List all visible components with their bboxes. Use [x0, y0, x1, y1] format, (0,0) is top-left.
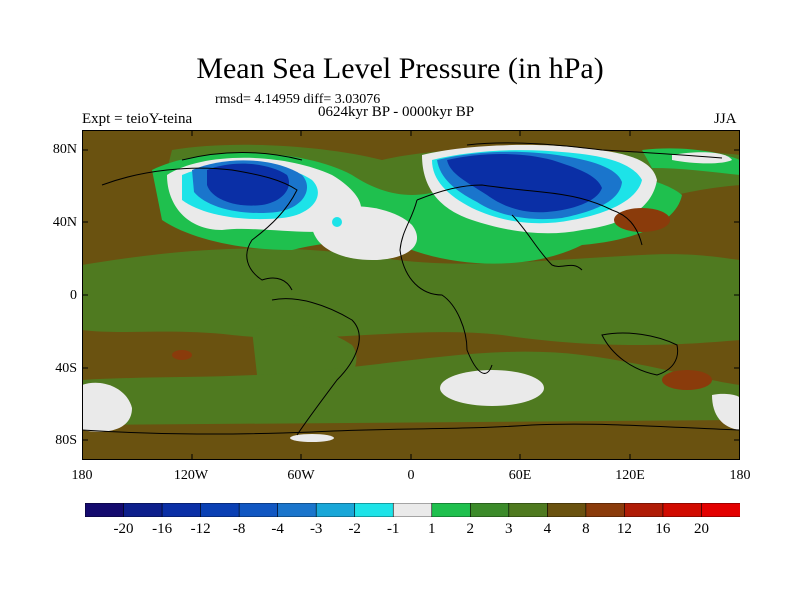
colorbar-tick-label: -12	[190, 521, 211, 537]
lat-label-40s: 40S	[55, 361, 77, 376]
colorbar-swatch	[508, 503, 548, 517]
colorbar-swatch	[431, 503, 471, 517]
field-neutral-south-indian	[440, 370, 544, 406]
colorbar-swatch	[161, 503, 202, 517]
map-title: Mean Sea Level Pressure (in hPa)	[196, 52, 604, 85]
colorbar-tick-label: 2	[466, 521, 475, 537]
field-band-positive	[82, 248, 740, 345]
colorbar-tick-label: -16	[152, 521, 173, 537]
lon-label-0: 0	[407, 468, 415, 483]
colorbar-tick-label: -8	[232, 521, 246, 537]
colorbar-swatch	[238, 503, 279, 517]
colorbar	[85, 503, 740, 517]
coastlines	[82, 142, 740, 436]
colorbar-swatch	[392, 503, 433, 517]
experiment-label: Expt = teioY-teina	[82, 111, 193, 127]
lon-label-120w: 120W	[173, 468, 209, 483]
colorbar-swatch	[624, 503, 664, 517]
colorbar-swatch	[701, 503, 740, 517]
colorbar-tick-label: -1	[386, 521, 400, 537]
colorbar-swatch	[85, 503, 125, 517]
colorbar-swatch	[469, 503, 510, 517]
field-red-south-pacific	[662, 370, 712, 390]
field-deep-na	[207, 163, 290, 206]
field-neutral-sw	[82, 382, 132, 432]
season-label: JJA	[714, 111, 737, 127]
colorbar-swatch	[123, 503, 163, 517]
colorbar-tick-label: 20	[694, 521, 709, 537]
colorbar-swatch	[315, 503, 356, 517]
period-label: 0624kyr BP - 0000kyr BP	[318, 104, 475, 120]
colorbar-swatch	[662, 503, 703, 517]
colorbar-tick-label: 8	[582, 521, 590, 537]
colorbar-tick-label: -4	[271, 521, 284, 537]
colorbar-swatch	[585, 503, 626, 517]
lat-label-80n: 80N	[52, 142, 77, 157]
colorbar-tick-label: 16	[655, 521, 671, 537]
lat-label-80s: 80S	[55, 433, 77, 448]
field-neutral-antarctic	[290, 434, 334, 442]
colorbar-tick-label: -3	[309, 521, 323, 537]
colorbar-swatch	[200, 503, 240, 517]
field-neutral-se	[712, 393, 740, 430]
lat-label-eq: 0	[70, 288, 77, 303]
lon-label-60e: 60E	[508, 468, 532, 483]
colorbar-tick-label: 1	[428, 521, 436, 537]
lat-label-40n: 40N	[52, 215, 77, 230]
lon-label-120e: 120E	[615, 468, 645, 483]
field-southern-band	[82, 351, 740, 425]
stats-text: rmsd= 4.14959 diff= 3.03076	[215, 92, 381, 107]
colorbar-tick-label: 12	[616, 521, 632, 537]
colorbar-swatch	[277, 503, 317, 517]
lon-label-60w: 60W	[287, 468, 315, 483]
colorbar-swatch	[354, 503, 394, 517]
colorbar-swatch	[547, 503, 587, 517]
field-cyan-atlantic	[332, 217, 342, 227]
colorbar-tick-label: 4	[543, 521, 552, 537]
lon-label-180w: 180	[71, 468, 93, 483]
colorbar-tick-label: -2	[348, 521, 361, 537]
field-deep-eurasia	[447, 154, 602, 213]
map-ticks	[82, 130, 740, 460]
pressure-map	[82, 130, 740, 460]
lon-label-180e: 180	[729, 468, 751, 483]
colorbar-tick-label: 3	[505, 521, 513, 537]
field-red-southeast-pacific	[172, 350, 192, 360]
field-red-pacific	[614, 208, 670, 232]
colorbar-tick-label: -20	[113, 521, 134, 537]
